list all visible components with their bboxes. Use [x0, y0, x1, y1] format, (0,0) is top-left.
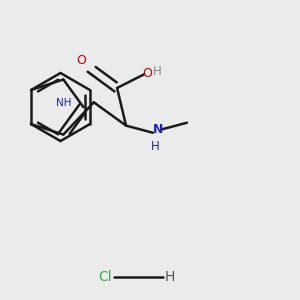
Text: O: O	[76, 54, 86, 67]
Text: H: H	[164, 270, 175, 284]
Text: N: N	[153, 123, 164, 136]
Text: O: O	[142, 67, 152, 80]
Text: NH: NH	[56, 98, 71, 108]
Text: H: H	[151, 140, 160, 153]
Text: Cl: Cl	[98, 270, 112, 284]
Text: H: H	[153, 65, 162, 78]
